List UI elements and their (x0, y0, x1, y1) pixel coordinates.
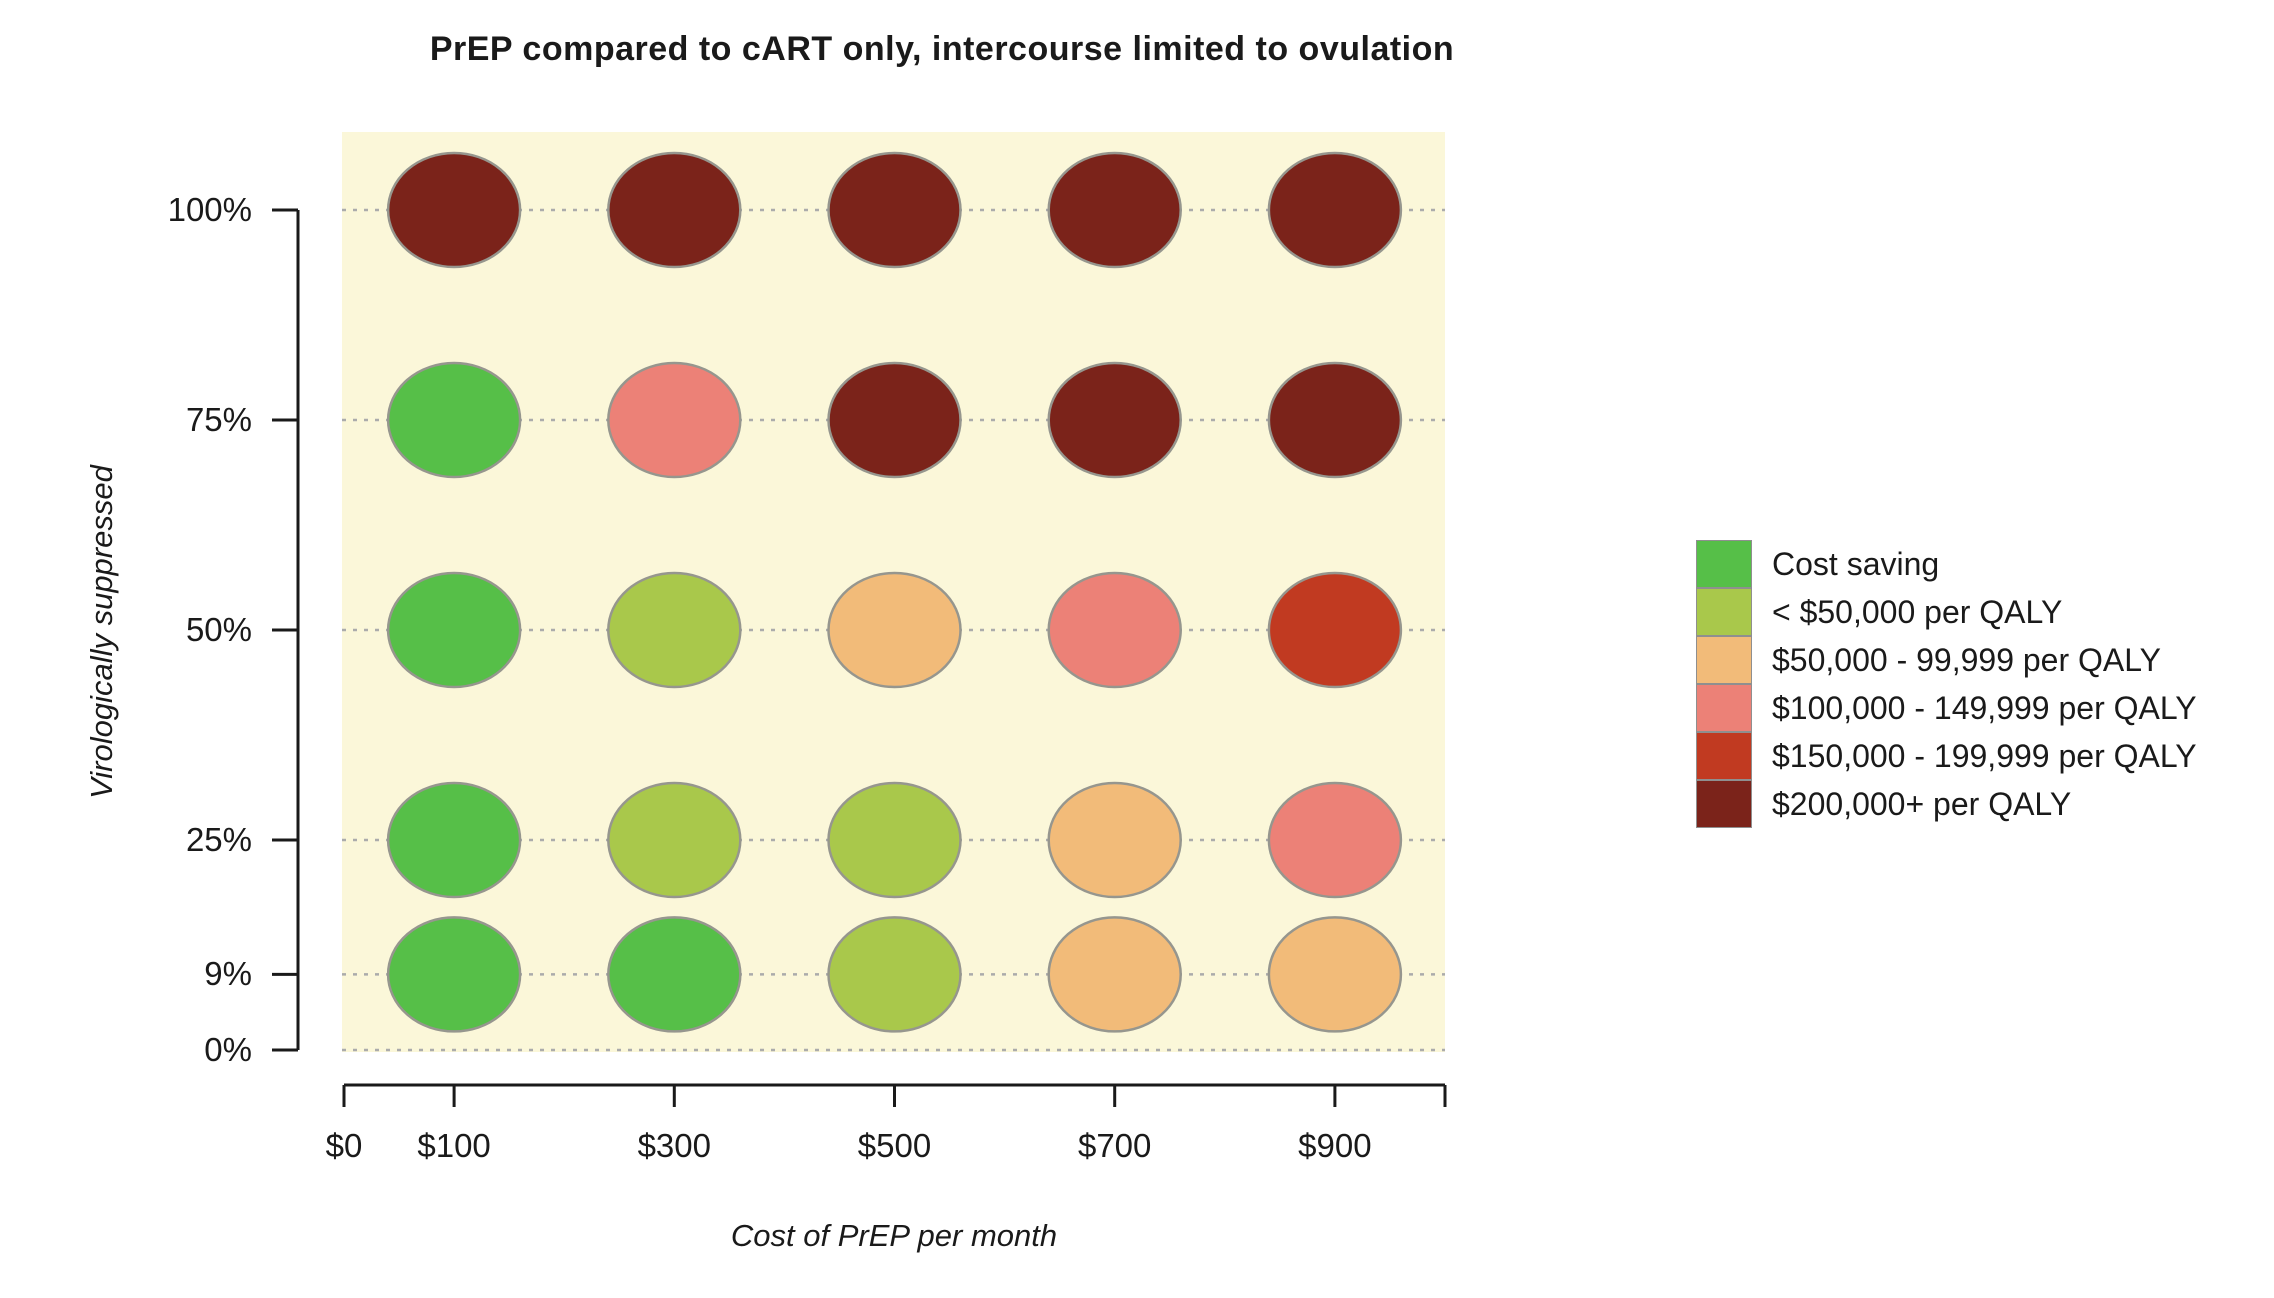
data-point (1267, 361, 1403, 479)
y-tick-label: 9% (204, 955, 252, 993)
data-point (607, 151, 742, 269)
data-point (1047, 571, 1182, 689)
data-point (827, 361, 962, 479)
data-point (386, 361, 522, 479)
legend-label: $150,000 - 199,999 per QALY (1772, 737, 2197, 774)
legend: Cost saving < $50,000 per QALY $50,000 - 9… (1696, 540, 2197, 828)
legend-item: $150,000 - 199,999 per QALY (1696, 732, 2197, 780)
legend-swatch (1696, 540, 1752, 588)
legend-swatch (1696, 636, 1752, 684)
data-point (827, 151, 962, 269)
y-axis-line (272, 208, 300, 1052)
data-point (1267, 151, 1403, 269)
data-point (827, 571, 962, 689)
y-tick-label: 25% (185, 821, 252, 858)
data-point (1047, 781, 1182, 899)
data-point (386, 781, 522, 899)
legend-label: $200,000+ per QALY (1772, 785, 2072, 822)
x-axis-title: Cost of PrEP per month (730, 1218, 1058, 1253)
x-tick-label: $700 (1077, 1127, 1152, 1164)
y-tick-label: 50% (185, 611, 252, 648)
data-point (1047, 916, 1182, 1033)
y-axis-title: Virologically suppressed (84, 465, 119, 799)
data-point (827, 781, 962, 899)
data-point (386, 571, 522, 689)
data-point (1047, 151, 1182, 269)
x-tick-label: $500 (857, 1127, 932, 1164)
x-tick-label: $0 (325, 1127, 363, 1164)
data-point (607, 361, 742, 479)
data-point (386, 151, 522, 269)
legend-label: $100,000 - 149,999 per QALY (1772, 689, 2197, 726)
y-tick-label: 100% (167, 191, 252, 228)
data-point (386, 916, 522, 1033)
legend-swatch (1696, 780, 1752, 828)
legend-label: $50,000 - 99,999 per QALY (1772, 641, 2162, 678)
x-tick-label: $900 (1298, 1127, 1372, 1164)
legend-label: Cost saving (1772, 545, 1940, 582)
x-axis-line (342, 1083, 1447, 1107)
x-tick-label: $300 (637, 1127, 711, 1164)
legend-swatch (1696, 588, 1752, 636)
legend-item: $100,000 - 149,999 per QALY (1696, 684, 2197, 732)
legend-item: $50,000 - 99,999 per QALY (1696, 636, 2197, 684)
data-point (607, 571, 742, 689)
data-point (1267, 916, 1403, 1033)
legend-item: $200,000+ per QALY (1696, 780, 2197, 828)
y-tick-label: 0% (204, 1031, 252, 1068)
legend-swatch (1696, 732, 1752, 780)
legend-item: Cost saving (1696, 540, 2197, 588)
chart-title: PrEP compared to cART only, intercourse … (429, 30, 1455, 68)
y-tick-label: 75% (185, 401, 252, 438)
legend-swatch (1696, 684, 1752, 732)
data-point (607, 781, 742, 899)
data-point (1267, 781, 1403, 899)
x-tick-label: $100 (417, 1127, 491, 1164)
data-point (1047, 361, 1182, 479)
legend-item: < $50,000 per QALY (1696, 588, 2197, 636)
data-point (607, 916, 742, 1033)
legend-label: < $50,000 per QALY (1772, 593, 2063, 630)
data-point (827, 916, 962, 1033)
data-point (1267, 571, 1403, 689)
